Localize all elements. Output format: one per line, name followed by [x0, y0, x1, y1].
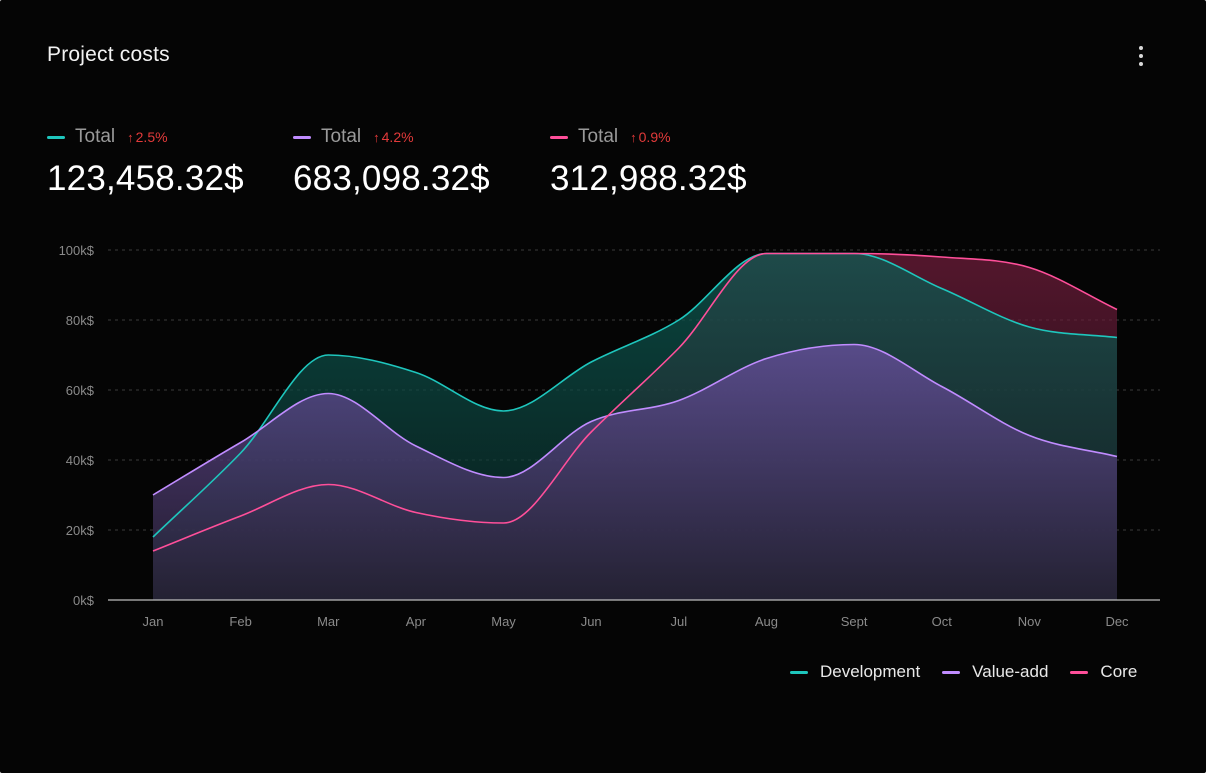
stat-swatch — [293, 135, 311, 139]
menu-dot — [1139, 62, 1143, 66]
legend-label: Value-add — [972, 662, 1049, 681]
area-value-add — [153, 344, 1117, 600]
x-tick-label: Jan — [143, 614, 164, 629]
x-tick-label: Sept — [841, 614, 868, 629]
more-vertical-icon[interactable] — [1128, 40, 1154, 72]
stat-delta: ↑ 0.9% — [630, 129, 670, 145]
arrow-up-icon: ↑ — [373, 129, 380, 145]
y-tick-label: 20k$ — [66, 523, 95, 538]
stat-swatch — [550, 135, 568, 139]
line-core — [152, 252, 1118, 552]
y-tick-label: 40k$ — [66, 453, 95, 468]
stat-label: Total — [578, 126, 619, 147]
arrow-up-icon: ↑ — [127, 129, 134, 145]
x-tick-label: Jun — [581, 614, 602, 629]
stat-value: 683,098.32$ — [293, 159, 490, 198]
legend-label: Core — [1100, 662, 1138, 681]
stat-delta-value: 4.2% — [381, 129, 414, 145]
y-tick-label: 60k$ — [66, 383, 95, 398]
legend-swatch — [942, 670, 961, 674]
x-tick-label: Jul — [671, 614, 688, 629]
chart-legend: Development Value-add Core — [790, 662, 1137, 682]
stat-label: Total — [75, 126, 116, 147]
legend-swatch — [1070, 670, 1089, 674]
legend-label: Development — [820, 662, 921, 681]
stat-delta-value: 2.5% — [135, 129, 168, 145]
x-tick-label: Apr — [406, 614, 427, 629]
menu-dot — [1139, 46, 1143, 50]
y-tick-label: 100k$ — [59, 243, 95, 258]
series-areas — [153, 253, 1117, 600]
legend-swatch — [790, 670, 808, 674]
stat-delta: ↑ 2.5% — [127, 129, 167, 145]
series-lines — [152, 252, 1118, 552]
legend-item-value-add[interactable]: Value-add — [942, 662, 1048, 682]
legend-item-development[interactable]: Development — [790, 662, 920, 682]
stat-swatch — [47, 135, 65, 139]
stat-delta: ↑ 4.2% — [373, 129, 413, 145]
line-development — [152, 252, 1118, 538]
x-tick-label: Oct — [932, 614, 953, 629]
x-tick-label: Nov — [1018, 614, 1042, 629]
area-chart: 0k$ 20k$ 40k$ 60k$ 80k$ 100k$ Jan Feb Mar Apr May J… — [59, 243, 1160, 629]
stat-label: Total — [321, 126, 362, 147]
stat-value-add: Total ↑ 4.2% 683,098.32$ — [293, 125, 490, 199]
card-title: Project costs — [47, 43, 170, 66]
x-tick-label: May — [491, 614, 516, 629]
x-tick-label: Aug — [755, 614, 778, 629]
y-tick-label: 80k$ — [66, 313, 95, 328]
menu-dot — [1139, 54, 1143, 58]
x-tick-label: Dec — [1105, 614, 1129, 629]
stat-value: 312,988.32$ — [550, 159, 747, 198]
line-value-add — [152, 343, 1118, 496]
legend-item-core[interactable]: Core — [1070, 662, 1137, 682]
stat-core: Total ↑ 0.9% 312,988.32$ — [550, 125, 747, 199]
stat-development: Total ↑ 2.5% 123,458.32$ — [47, 125, 244, 199]
stat-value: 123,458.32$ — [47, 159, 244, 198]
x-tick-label: Feb — [229, 614, 251, 629]
stat-delta-value: 0.9% — [638, 129, 671, 145]
x-tick-label: Mar — [317, 614, 340, 629]
arrow-up-icon: ↑ — [630, 129, 637, 145]
y-tick-label: 0k$ — [73, 593, 95, 608]
axes: 0k$ 20k$ 40k$ 60k$ 80k$ 100k$ Jan Feb Mar Apr May J… — [59, 243, 1160, 629]
